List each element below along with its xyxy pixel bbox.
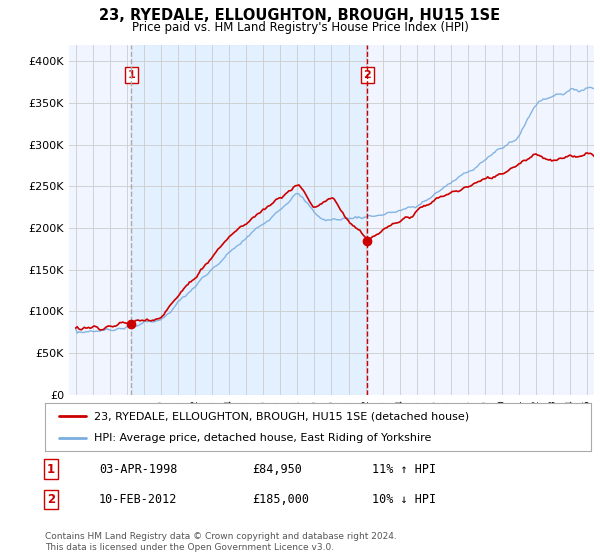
Text: 11% ↑ HPI: 11% ↑ HPI — [372, 463, 436, 476]
Text: 23, RYEDALE, ELLOUGHTON, BROUGH, HU15 1SE (detached house): 23, RYEDALE, ELLOUGHTON, BROUGH, HU15 1S… — [94, 411, 469, 421]
Text: 10% ↓ HPI: 10% ↓ HPI — [372, 493, 436, 506]
Text: 03-APR-1998: 03-APR-1998 — [99, 463, 178, 476]
Text: Price paid vs. HM Land Registry's House Price Index (HPI): Price paid vs. HM Land Registry's House … — [131, 21, 469, 34]
Text: 1: 1 — [47, 463, 55, 476]
Text: This data is licensed under the Open Government Licence v3.0.: This data is licensed under the Open Gov… — [45, 543, 334, 552]
Text: 1: 1 — [127, 70, 135, 80]
Text: HPI: Average price, detached house, East Riding of Yorkshire: HPI: Average price, detached house, East… — [94, 433, 431, 443]
Text: £84,950: £84,950 — [252, 463, 302, 476]
Text: 10-FEB-2012: 10-FEB-2012 — [99, 493, 178, 506]
Text: 23, RYEDALE, ELLOUGHTON, BROUGH, HU15 1SE: 23, RYEDALE, ELLOUGHTON, BROUGH, HU15 1S… — [100, 8, 500, 24]
Text: Contains HM Land Registry data © Crown copyright and database right 2024.: Contains HM Land Registry data © Crown c… — [45, 532, 397, 541]
Text: 2: 2 — [47, 493, 55, 506]
Bar — [131, 45, 367, 395]
Text: 2: 2 — [364, 70, 371, 80]
Text: £185,000: £185,000 — [252, 493, 309, 506]
